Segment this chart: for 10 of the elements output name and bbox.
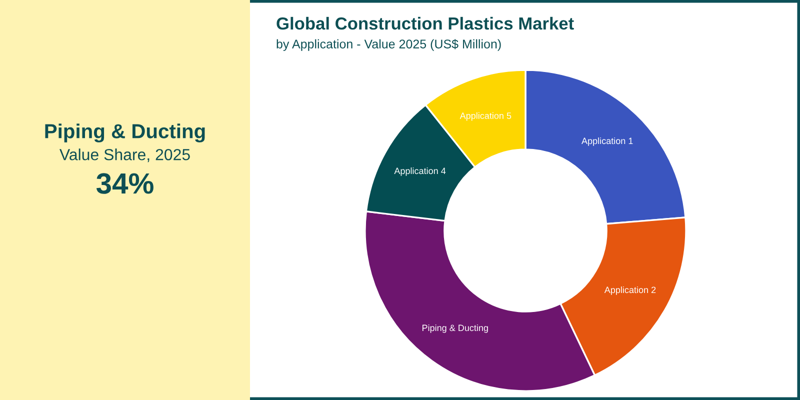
text: Value Share, 2025 <box>60 148 190 162</box>
chart-subtitle: by Application - Value 2025 (US$ Million) <box>276 39 501 51</box>
chart-title: Global Construction Plastics Market <box>276 16 574 30</box>
slice-label: Application 2 <box>604 286 656 295</box>
slice-label: Application 4 <box>394 167 446 176</box>
slice-label: Piping & Ducting <box>422 324 488 333</box>
slice-label: Application 5 <box>460 112 512 121</box>
text: 34% <box>96 173 154 194</box>
slice-label: Application 1 <box>582 137 633 146</box>
text: Piping & Ducting <box>45 124 205 142</box>
